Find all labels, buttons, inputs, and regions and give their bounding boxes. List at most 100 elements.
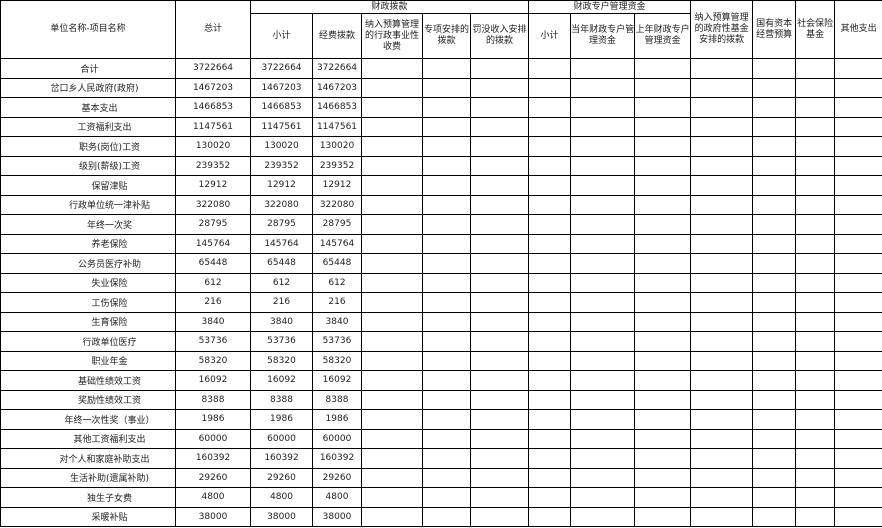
row-fiscal-funding: 12912 [312, 175, 362, 196]
empty-cell [634, 97, 692, 118]
empty-cell [422, 487, 471, 508]
empty-cell [834, 467, 882, 488]
row-total: 1466853 [175, 97, 251, 118]
table-row: 采暖补贴 38000 38000 38000 [0, 506, 882, 527]
empty-cell [422, 448, 471, 469]
empty-cell [752, 233, 797, 254]
empty-cell [834, 292, 882, 313]
empty-cell [570, 136, 636, 157]
empty-cell [834, 487, 882, 508]
row-fiscal-subtotal: 160392 [250, 448, 313, 469]
table-row: 基础性绩效工资 16092 16092 16092 [0, 370, 882, 391]
header-special-group: 财政专户管理资金 [528, 0, 692, 14]
empty-cell [834, 77, 882, 98]
row-name: 独生子女费 [0, 487, 176, 508]
empty-cell [528, 350, 572, 371]
header-state-capital: 国有资本经营预算 [752, 0, 797, 59]
row-fiscal-subtotal: 1147561 [250, 116, 313, 137]
empty-cell [834, 409, 882, 430]
table-row: 工伤保险 216 216 216 [0, 292, 882, 313]
row-fiscal-funding: 612 [312, 272, 362, 293]
empty-cell [361, 389, 423, 410]
empty-cell [690, 155, 754, 176]
empty-cell [634, 175, 692, 196]
row-total: 160392 [175, 448, 251, 469]
empty-cell [752, 389, 797, 410]
row-fiscal-subtotal: 53736 [250, 331, 313, 352]
empty-cell [361, 292, 423, 313]
empty-cell [795, 194, 836, 215]
empty-cell [834, 155, 882, 176]
row-name: 生育保险 [0, 311, 176, 332]
empty-cell [469, 175, 530, 196]
table-row: 保留津贴 12912 12912 12912 [0, 175, 882, 196]
row-total: 58320 [175, 350, 251, 371]
empty-cell [834, 97, 882, 118]
empty-cell [570, 428, 636, 449]
empty-cell [752, 272, 797, 293]
empty-cell [795, 97, 836, 118]
empty-cell [634, 428, 692, 449]
empty-cell [690, 428, 754, 449]
empty-cell [795, 292, 836, 313]
empty-cell [634, 292, 692, 313]
row-name: 年终一次性奖（事业） [0, 409, 176, 430]
empty-cell [634, 331, 692, 352]
empty-cell [469, 448, 530, 469]
row-total: 28795 [175, 214, 251, 235]
empty-cell [570, 409, 636, 430]
empty-cell [528, 233, 572, 254]
empty-cell [795, 311, 836, 332]
empty-cell [361, 253, 423, 274]
table-row: 岔口乡人民政府(政府) 1467203 1467203 1467203 [0, 77, 882, 98]
empty-cell [528, 311, 572, 332]
table-row: 基本支出 1466853 1466853 1466853 [0, 97, 882, 118]
empty-cell [795, 331, 836, 352]
empty-cell [570, 292, 636, 313]
empty-cell [361, 77, 423, 98]
empty-cell [422, 292, 471, 313]
empty-cell [752, 175, 797, 196]
empty-cell [469, 350, 530, 371]
empty-cell [634, 58, 692, 79]
empty-cell [469, 214, 530, 235]
row-name: 对个人和家庭补助支出 [0, 448, 176, 469]
row-fiscal-subtotal: 65448 [250, 253, 313, 274]
table-row: 合计 3722664 3722664 3722664 [0, 58, 882, 79]
empty-cell [570, 331, 636, 352]
row-name: 工伤保险 [0, 292, 176, 313]
row-fiscal-subtotal: 4800 [250, 487, 313, 508]
empty-cell [795, 233, 836, 254]
header-fiscal-confiscated: 罚没收入安排的拨款 [469, 13, 530, 59]
header-fiscal-subtotal: 小计 [250, 13, 313, 59]
row-total: 3840 [175, 311, 251, 332]
table-row: 奖励性绩效工资 8388 8388 8388 [0, 389, 882, 410]
row-fiscal-funding: 65448 [312, 253, 362, 274]
table-row: 失业保险 612 612 612 [0, 272, 882, 293]
empty-cell [422, 155, 471, 176]
empty-cell [528, 428, 572, 449]
empty-cell [795, 136, 836, 157]
row-fiscal-subtotal: 58320 [250, 350, 313, 371]
row-name: 职务(岗位)工资 [0, 136, 176, 157]
empty-cell [690, 370, 754, 391]
empty-cell [634, 233, 692, 254]
empty-cell [361, 428, 423, 449]
empty-cell [361, 272, 423, 293]
empty-cell [528, 370, 572, 391]
empty-cell [834, 58, 882, 79]
empty-cell [361, 136, 423, 157]
empty-cell [634, 116, 692, 137]
table-row: 生活补助(遗属补助) 29260 29260 29260 [0, 467, 882, 488]
empty-cell [469, 77, 530, 98]
empty-cell [834, 175, 882, 196]
empty-cell [469, 155, 530, 176]
row-total: 38000 [175, 506, 251, 527]
empty-cell [634, 448, 692, 469]
empty-cell [361, 506, 423, 527]
empty-cell [690, 506, 754, 527]
header-social-insurance: 社会保险基金 [795, 0, 836, 59]
empty-cell [422, 506, 471, 527]
row-name: 保留津贴 [0, 175, 176, 196]
empty-cell [570, 194, 636, 215]
